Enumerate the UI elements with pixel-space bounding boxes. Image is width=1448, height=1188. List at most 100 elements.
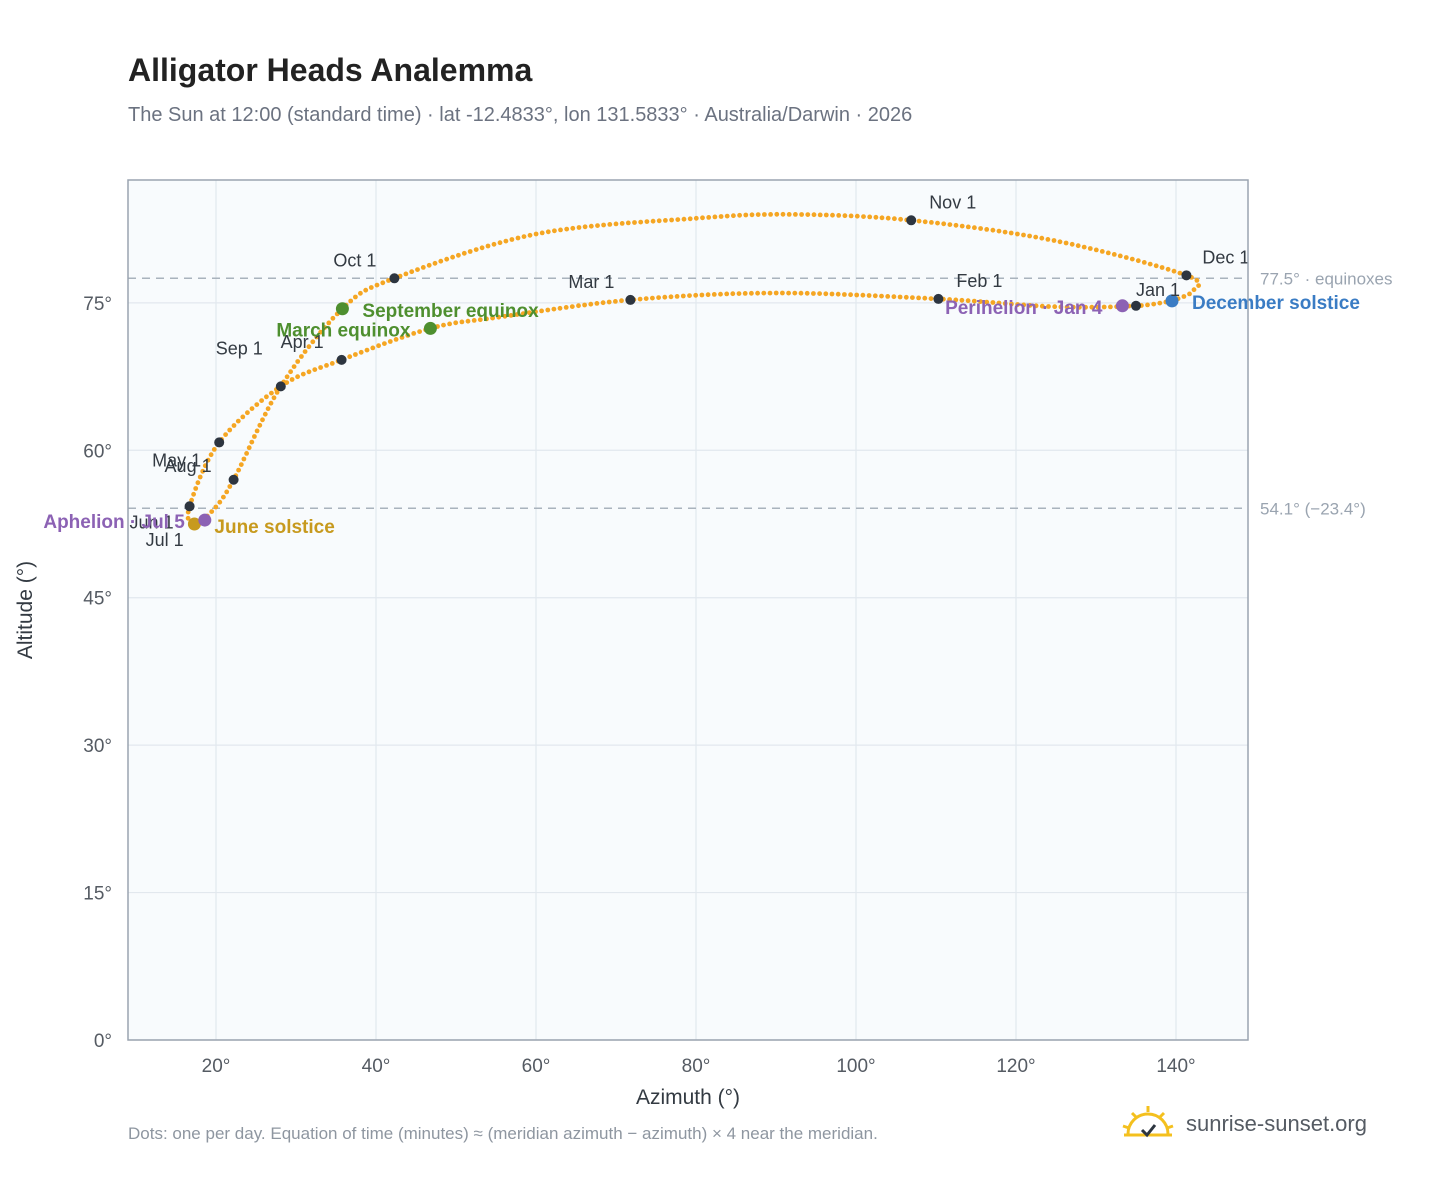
month-label: Jun 1 <box>130 512 174 532</box>
daily-dot <box>438 258 444 264</box>
daily-dot <box>842 292 847 297</box>
daily-dot <box>312 367 318 372</box>
daily-dot <box>1058 304 1064 310</box>
daily-dot <box>829 291 835 297</box>
daily-dot <box>774 211 780 217</box>
daily-dot <box>891 294 897 300</box>
daily-dot <box>326 320 332 326</box>
daily-dot <box>898 216 903 222</box>
daily-dot <box>569 304 575 309</box>
daily-dot <box>724 213 730 219</box>
daily-dot <box>380 280 386 286</box>
daily-dot <box>1171 268 1177 274</box>
daily-dot <box>502 313 508 319</box>
x-tick-label: 40° <box>362 1056 391 1077</box>
daily-dot <box>191 491 197 497</box>
daily-dot <box>211 447 217 452</box>
daily-dot <box>295 374 300 380</box>
daily-dot <box>1187 291 1192 297</box>
daily-dot <box>972 225 977 231</box>
daily-dot <box>324 363 329 368</box>
daily-dot <box>570 225 576 231</box>
daily-dot <box>1129 256 1135 262</box>
daily-dot <box>1051 238 1057 243</box>
daily-dot <box>749 290 754 296</box>
daily-dot <box>209 509 215 514</box>
daily-dot <box>195 480 201 486</box>
daily-dot <box>1033 303 1039 309</box>
daily-dot <box>236 467 242 473</box>
daily-dot <box>892 216 897 222</box>
daily-dot <box>990 227 996 233</box>
daily-dot <box>491 241 497 247</box>
daily-dot <box>1095 304 1101 310</box>
daily-dot <box>473 247 479 253</box>
chart-subtitle: The Sun at 12:00 (standard time) · lat -… <box>128 104 913 126</box>
brand[interactable]: sunrise-sunset.org <box>1120 1104 1367 1144</box>
daily-dot <box>656 295 661 300</box>
daily-dot <box>329 361 335 366</box>
daily-dot <box>786 290 791 296</box>
daily-dot <box>393 337 399 342</box>
daily-dot <box>959 223 965 229</box>
daily-dot <box>552 228 557 234</box>
daily-dot <box>712 214 718 220</box>
daily-dot <box>185 515 191 521</box>
daily-dot <box>693 215 699 221</box>
daily-dot <box>444 256 450 262</box>
event-label: September equinox <box>362 301 539 322</box>
event-marker <box>335 302 349 316</box>
daily-dot <box>693 292 699 298</box>
daily-dot <box>935 220 940 226</box>
daily-dot <box>1015 302 1020 307</box>
daily-dot <box>453 320 459 326</box>
daily-dot <box>330 315 336 321</box>
daily-dot <box>545 307 551 313</box>
daily-dot <box>842 213 848 219</box>
daily-dot <box>284 374 290 380</box>
daily-dot <box>762 212 767 217</box>
daily-dot <box>984 227 990 232</box>
daily-dot <box>835 291 841 297</box>
month-label: Nov 1 <box>929 192 976 212</box>
daily-dot <box>823 212 829 218</box>
daily-dot <box>700 215 705 221</box>
daily-dot <box>706 215 712 220</box>
daily-dot <box>358 349 364 355</box>
daily-dot <box>441 322 446 328</box>
daily-dot <box>625 220 631 226</box>
daily-dot <box>496 314 502 320</box>
daily-dot <box>208 452 214 458</box>
daily-dot <box>227 484 233 489</box>
daily-dot <box>885 215 891 221</box>
daily-dot <box>718 291 723 297</box>
event-marker <box>198 513 212 527</box>
daily-dot <box>773 290 779 296</box>
daily-dot <box>514 312 520 317</box>
daily-dot <box>668 294 674 300</box>
daily-dot <box>520 311 526 316</box>
daily-dot <box>363 287 369 293</box>
daily-dot <box>409 269 415 275</box>
daily-dot <box>347 354 353 360</box>
daily-dot <box>767 290 773 296</box>
daily-dot <box>1070 304 1076 310</box>
daily-dot <box>497 240 503 246</box>
daily-dot <box>601 222 606 228</box>
month-marker <box>214 437 225 448</box>
daily-dot <box>817 212 823 218</box>
daily-dot <box>965 224 971 230</box>
daily-dot <box>854 292 860 298</box>
daily-dot <box>459 319 465 325</box>
daily-dot <box>742 291 748 296</box>
month-label: Apr 1 <box>281 332 324 352</box>
daily-dot <box>235 418 241 424</box>
daily-dot <box>1021 302 1027 308</box>
daily-dot <box>1027 233 1032 239</box>
daily-dot <box>613 299 618 304</box>
daily-dot <box>467 249 473 254</box>
daily-dot <box>730 291 736 297</box>
month-marker <box>1181 270 1192 281</box>
daily-dot <box>205 457 211 463</box>
daily-dot <box>1045 237 1051 242</box>
